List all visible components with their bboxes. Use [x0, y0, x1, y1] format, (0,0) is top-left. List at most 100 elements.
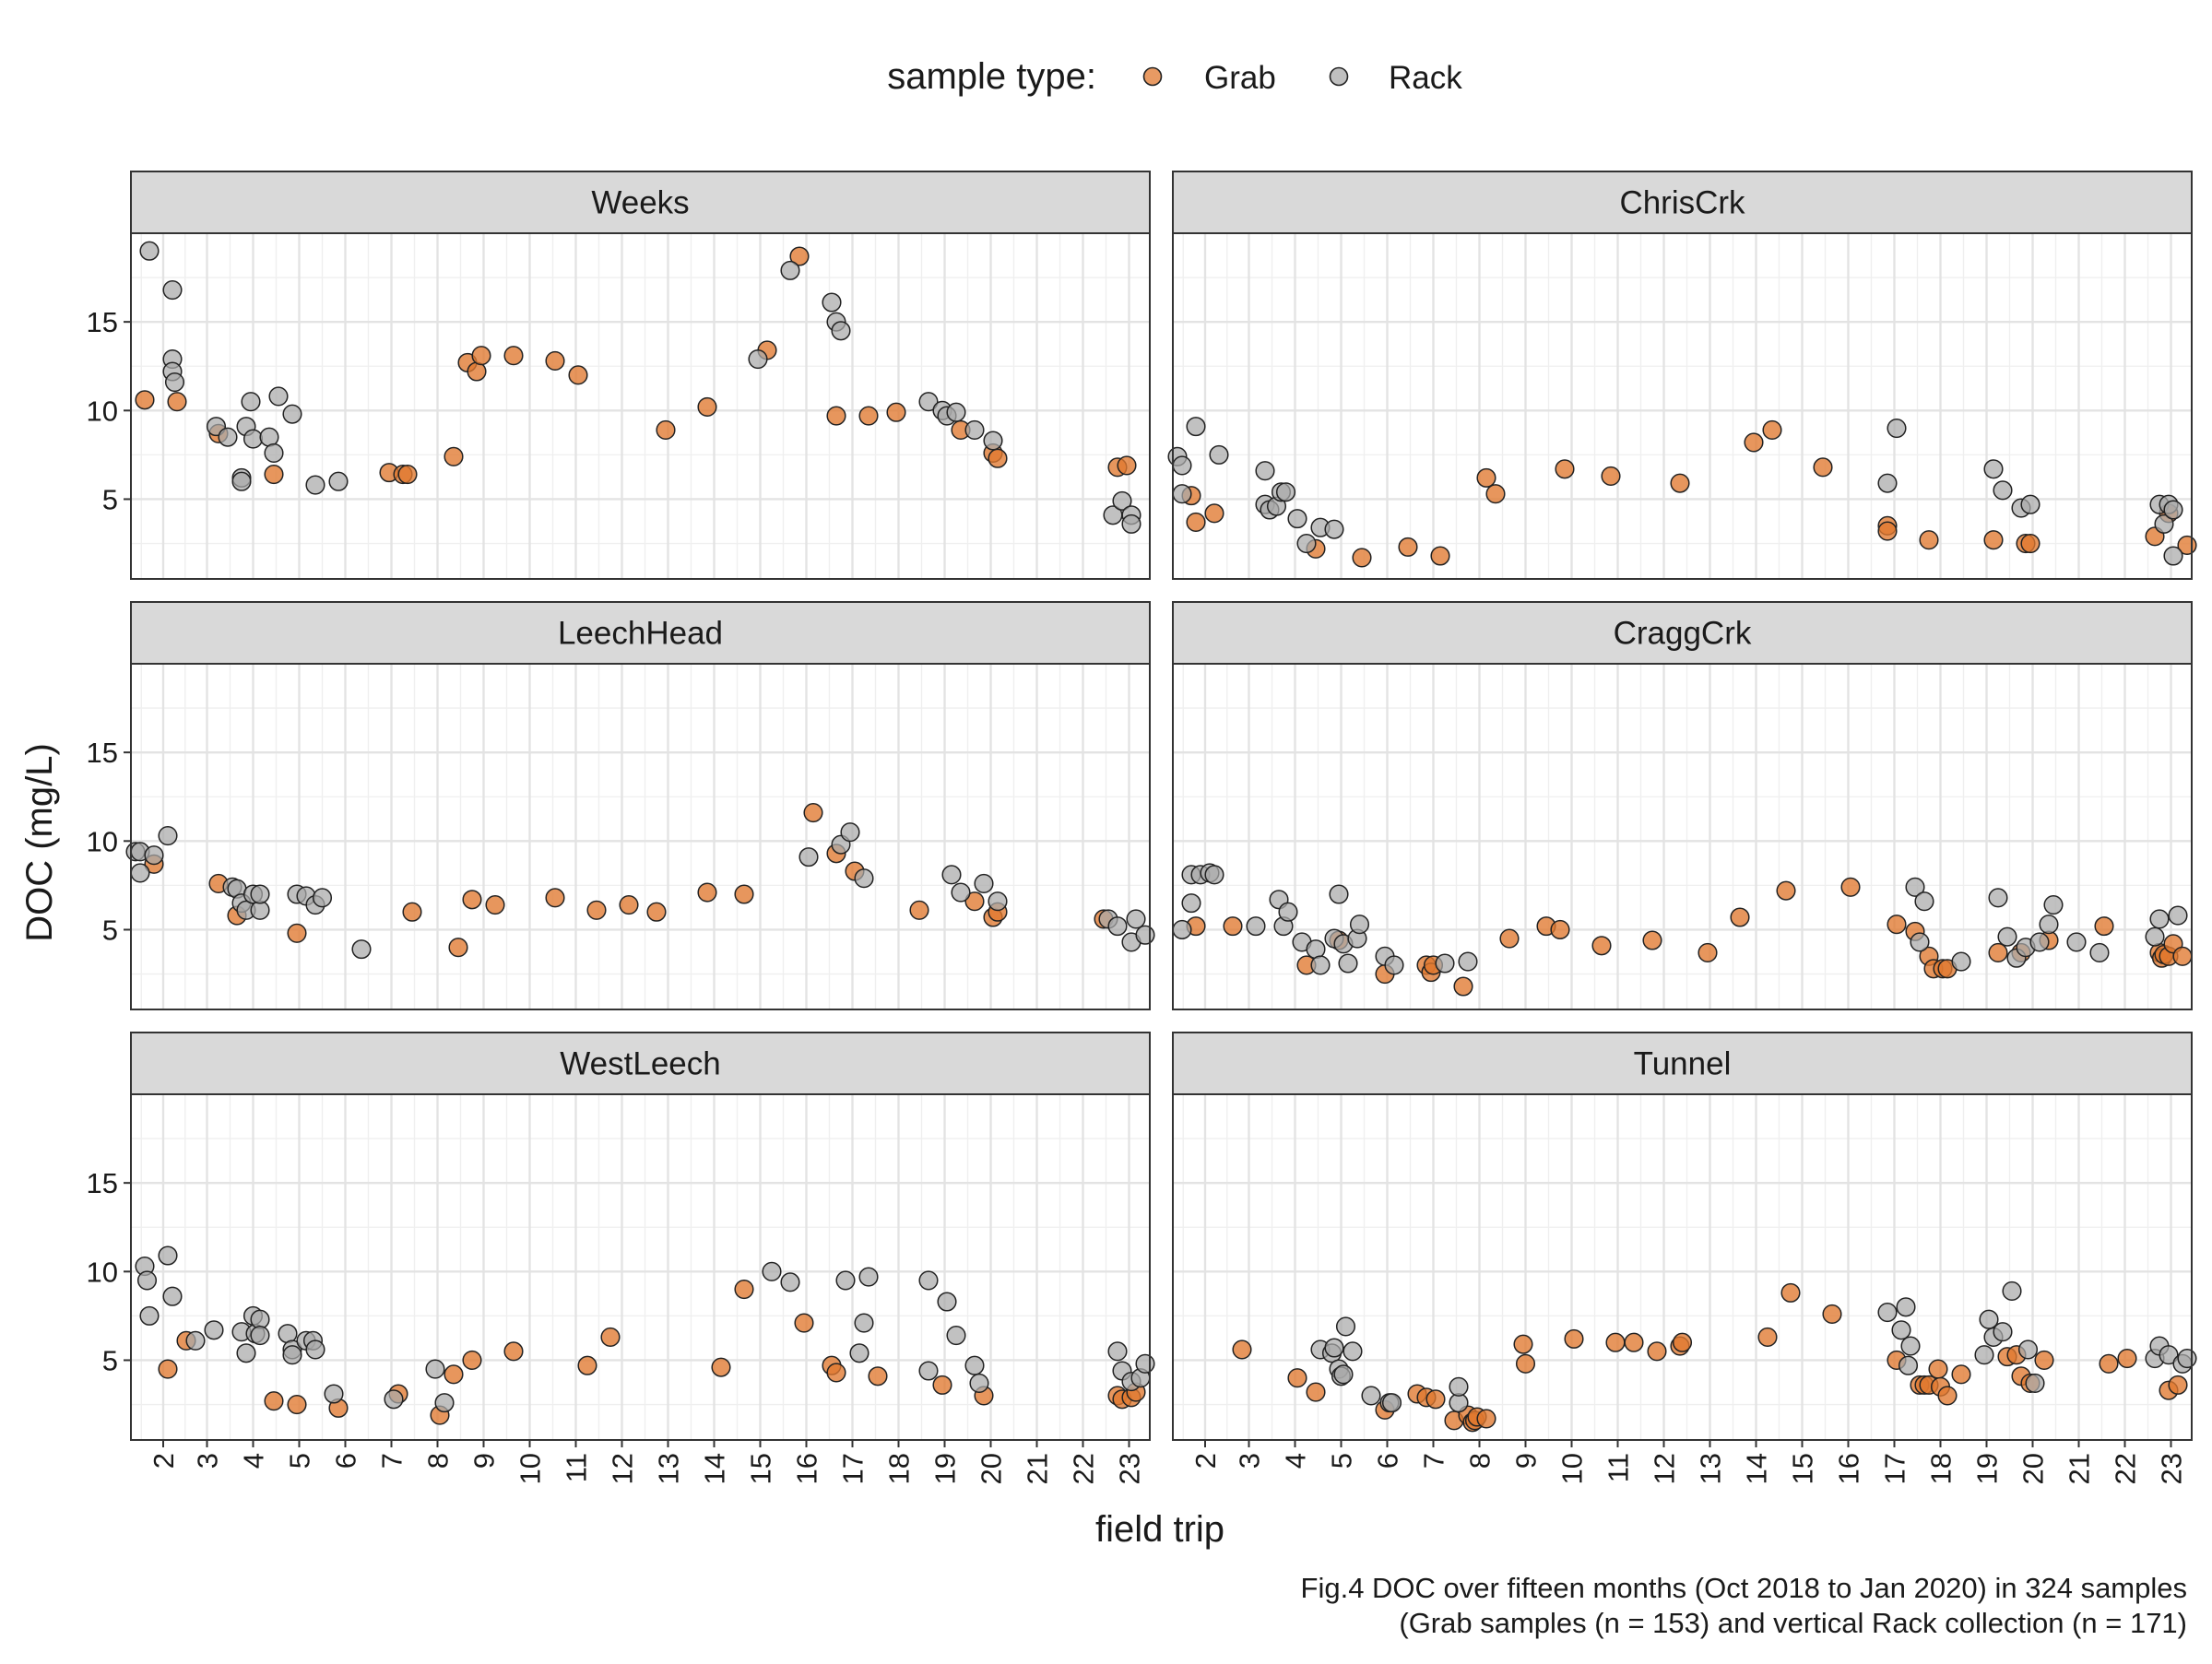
x-tick-label: 18 [883, 1453, 916, 1484]
panel-background [131, 1094, 1150, 1440]
rack-point [854, 1313, 874, 1333]
grab-point [1776, 880, 1796, 901]
grab-point [1624, 1332, 1644, 1352]
rack-point [1172, 919, 1192, 940]
grab-point [697, 882, 717, 903]
x-tick-label: 13 [653, 1453, 685, 1484]
grab-point [1555, 459, 1575, 479]
x-tick-label: 7 [1418, 1453, 1450, 1469]
grab-point [1601, 466, 1621, 487]
grab-point [794, 1313, 814, 1333]
rack-point [2002, 1280, 2022, 1302]
grab-point [2117, 1348, 2137, 1369]
grab-point [1813, 457, 1833, 478]
x-tick-label: 11 [561, 1453, 593, 1482]
x-tick-label: 9 [1510, 1453, 1543, 1469]
rack-point [1910, 932, 1930, 952]
grab-point [462, 1350, 482, 1371]
rack-point [974, 873, 994, 894]
rack-point [162, 279, 183, 301]
x-tick-label: 12 [1649, 1453, 1681, 1484]
x-tick-label: 5 [284, 1453, 316, 1469]
grab-point [909, 900, 929, 920]
rack-point [1983, 459, 2004, 479]
grab-point [287, 1394, 307, 1415]
rack-point [1310, 955, 1331, 975]
rack-point [858, 1267, 879, 1287]
grab-point [1988, 942, 2008, 963]
rack-point [1891, 1320, 1911, 1340]
rack-point [2089, 942, 2110, 963]
rack-point [2029, 932, 2050, 952]
rack-point [250, 1325, 270, 1346]
rack-point [946, 402, 966, 422]
grab-point [826, 1363, 846, 1383]
rack-point [1306, 939, 1326, 960]
grab-point [1186, 512, 1206, 533]
grab-point [1306, 1382, 1326, 1402]
rack-point [951, 882, 971, 903]
y-tick-label: 15 [87, 306, 118, 338]
x-tick-label: 19 [929, 1453, 962, 1484]
rack-point [1329, 884, 1349, 904]
grab-point [135, 390, 155, 410]
y-tick-label: 10 [87, 395, 118, 427]
grab-point [1937, 1386, 1958, 1406]
rack-point [1914, 891, 1934, 912]
grab-point [503, 346, 524, 366]
grab-point [988, 448, 1008, 468]
grab-point [158, 1359, 178, 1379]
rack-point [204, 1320, 224, 1340]
rack-point [324, 1384, 344, 1404]
grab-point [1232, 1339, 1252, 1360]
rack-point [1435, 953, 1455, 974]
panel-border [1172, 1093, 2193, 1441]
rack-point [2177, 1348, 2197, 1369]
grab-point [656, 419, 676, 441]
x-tick-label: 13 [1695, 1453, 1727, 1484]
x-tick-label: 22 [2110, 1453, 2142, 1484]
rack-point [937, 1292, 957, 1312]
rack-point [1121, 513, 1141, 534]
facet-panels: Weeks 5 10 15 ChrisCrk LeechHead 5 10 15 CraggCrk… [87, 171, 2197, 1484]
grab-point [2172, 946, 2193, 966]
grab-point [1499, 928, 1520, 949]
grab-point [1564, 1328, 1584, 1349]
rack-point [2145, 926, 2165, 947]
rack-point [983, 431, 1003, 451]
x-tick-label: 9 [468, 1453, 501, 1469]
grab-point [264, 1391, 284, 1411]
panel-chriscrk: ChrisCrk [1167, 171, 2197, 580]
y-tick-label: 10 [87, 825, 118, 857]
rack-point [2020, 494, 2040, 514]
grab-point [1928, 1359, 1948, 1379]
rack-point [964, 1355, 985, 1375]
x-tick-label: 21 [1022, 1453, 1054, 1484]
grab-point [485, 894, 505, 915]
grab-point [1744, 432, 1764, 453]
rack-point [2043, 894, 2064, 915]
rack-point [1246, 916, 1266, 937]
rack-point [1877, 473, 1898, 493]
rack-point [259, 427, 279, 447]
legend: sample type: Grab Rack [887, 56, 1462, 97]
x-tick-label: 2 [148, 1453, 180, 1469]
rack-point [2149, 909, 2170, 929]
x-tick-label: 20 [2017, 1453, 2050, 1484]
x-tick-label: 17 [837, 1453, 869, 1484]
rack-point [130, 863, 150, 883]
rack-point [840, 822, 860, 843]
rack-point [1349, 915, 1370, 935]
rack-point [434, 1393, 455, 1413]
grab-point [697, 396, 717, 418]
grab-point [287, 923, 307, 943]
panel-title: CraggCrk [1614, 616, 1752, 652]
rack-point [918, 392, 939, 412]
panel-title: WestLeech [560, 1046, 720, 1082]
rack-point [798, 847, 819, 867]
grab-point [462, 890, 482, 910]
y-tick-label: 5 [102, 1344, 118, 1376]
grab-point [789, 246, 810, 266]
rack-point [218, 427, 238, 447]
